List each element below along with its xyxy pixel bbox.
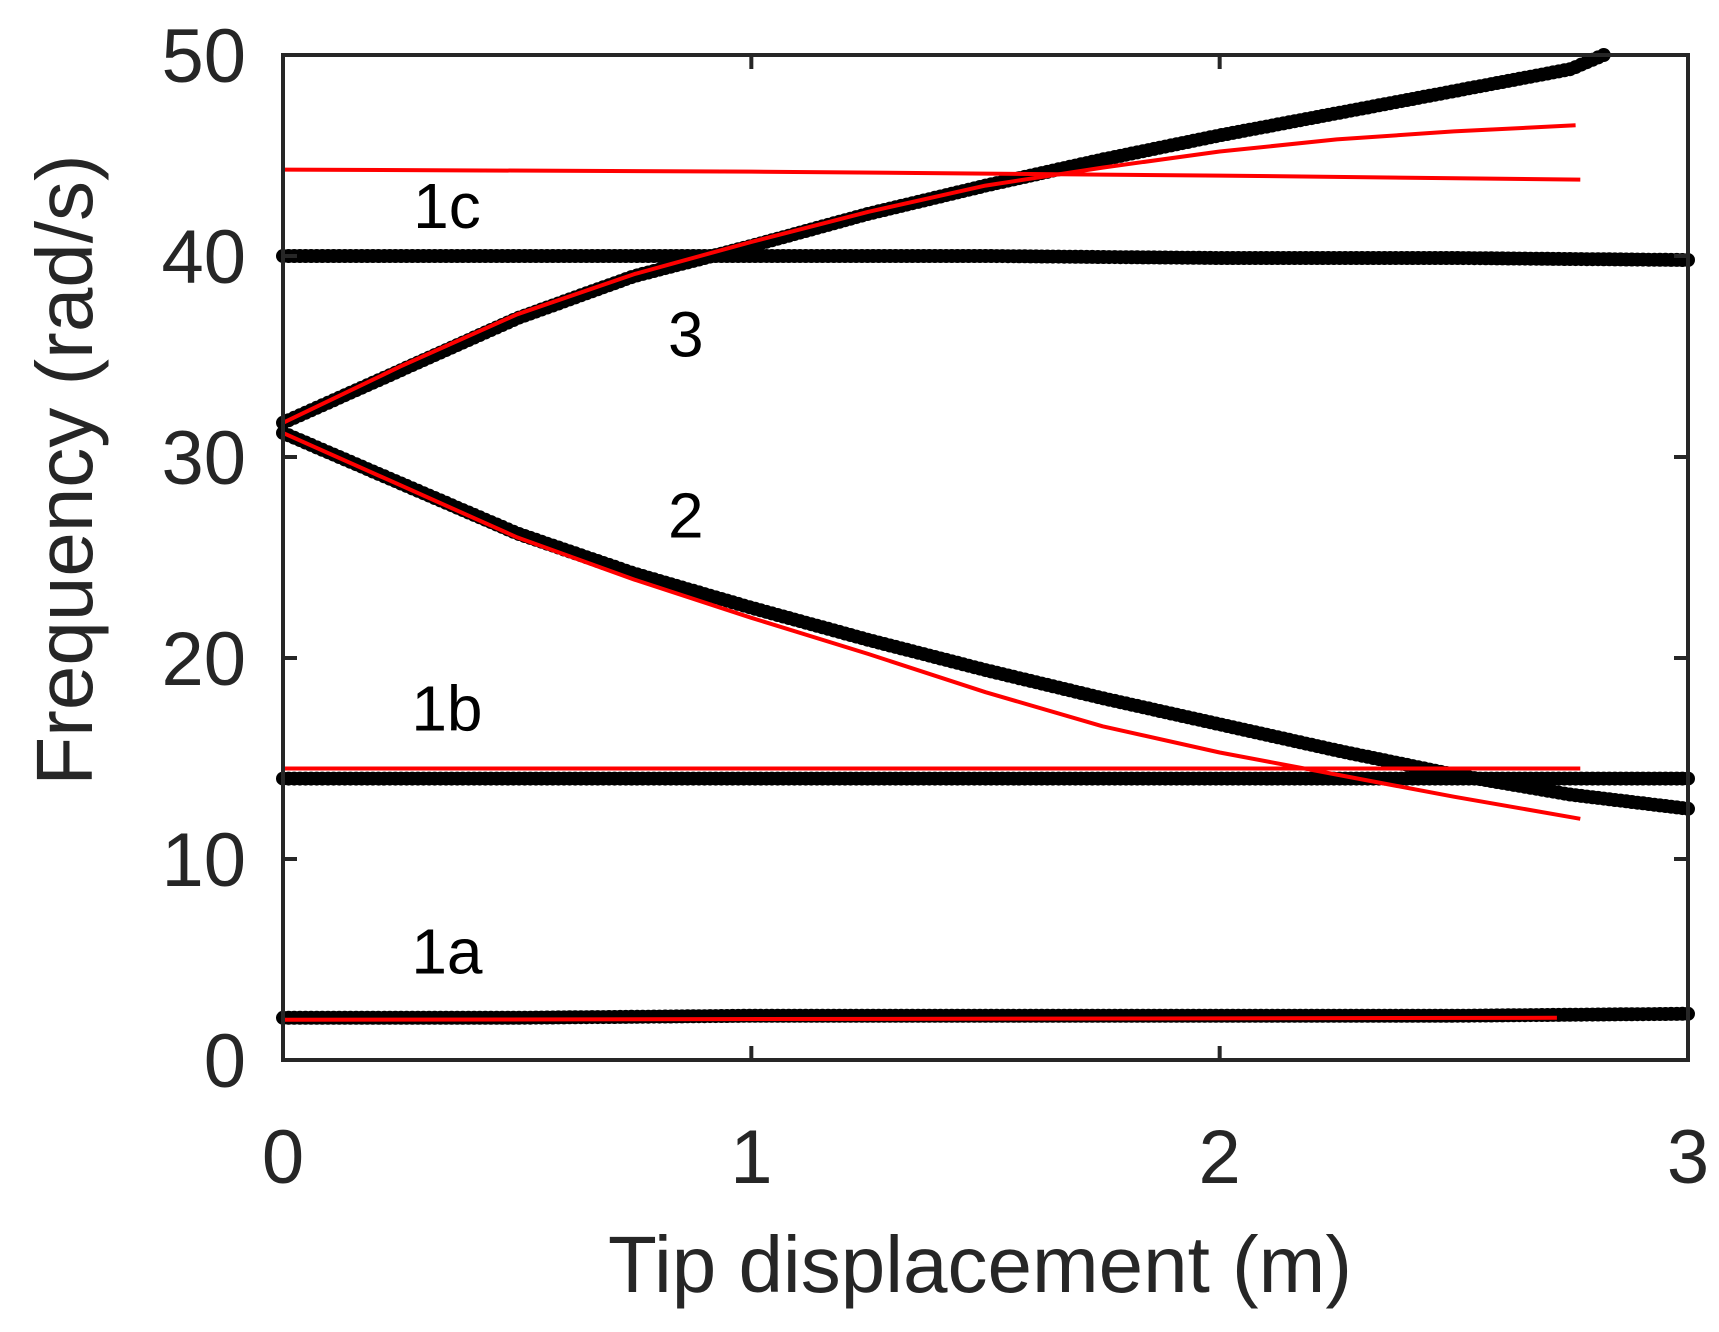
annotation-1a: 1a [411,915,483,987]
annotation-1c: 1c [413,170,481,242]
line-series-8 [282,123,1576,425]
y-tick-label: 20 [161,617,246,702]
x-tick-label: 2 [1199,1115,1241,1200]
annotation-2: 2 [668,479,704,551]
x-axis-label: Tip displacement (m) [608,1220,1352,1309]
x-tick-label: 3 [1667,1115,1709,1200]
annotation-3: 3 [668,298,704,370]
marker-series-2 [276,249,1695,267]
line-series-5 [282,1015,1557,1022]
y-tick-label: 30 [161,416,246,501]
marker-series-0 [276,1006,1695,1025]
y-axis-label: Frequency (rad/s) [20,154,109,785]
y-tick-label: 50 [161,14,246,99]
y-tick-label: 0 [204,1019,246,1104]
line-series-7 [282,167,1581,182]
series-layer [276,48,1695,1025]
y-tick-label: 40 [161,215,246,300]
plot-frame [281,53,1690,1062]
y-tick-label: 10 [161,818,246,903]
marker-series-4 [276,425,1695,816]
line-series-9 [282,431,1581,821]
x-tick-label: 0 [262,1115,304,1200]
annotation-1b: 1b [411,672,482,744]
x-tick-label: 1 [730,1115,772,1200]
annotation-layer: 1c 3 2 1b 1a [411,170,703,988]
